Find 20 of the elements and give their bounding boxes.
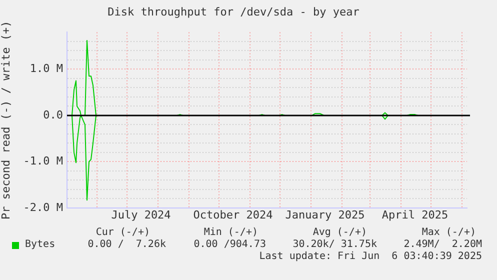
x-tick-label: April 2025	[382, 208, 448, 222]
y-tick-label: 1.0 M	[30, 62, 64, 76]
legend-label: Bytes	[24, 239, 56, 251]
text: 2.49M/ 2.20M	[404, 239, 482, 251]
text: Max (-/+)	[422, 227, 476, 239]
y-tick-label: 0.0	[43, 108, 63, 122]
x-tick-label: October 2024	[193, 208, 274, 222]
text: 0.00 /904.73	[194, 239, 266, 251]
x-tick-label: July 2024	[111, 208, 172, 222]
chart-title: Disk throughput for /dev/sda - by year	[108, 5, 360, 18]
text: 30.20k/ 31.75k	[292, 239, 377, 251]
text: Cur (-/+)	[96, 227, 150, 239]
text: 0.00 / 7.26k	[88, 239, 166, 251]
y-tick-label: -1.0 M	[23, 154, 64, 168]
x-tick-label: January 2025	[285, 208, 365, 222]
text: Avg (-/+)	[312, 227, 367, 239]
text: Min (-/+)	[204, 227, 258, 239]
y-axis-title: Pr second read (-) / write (+)	[0, 20, 12, 220]
y-tick-label: -2.0 M	[23, 200, 64, 214]
text: Last update: Fri Jun 6 03:40:39 2025	[259, 251, 482, 263]
